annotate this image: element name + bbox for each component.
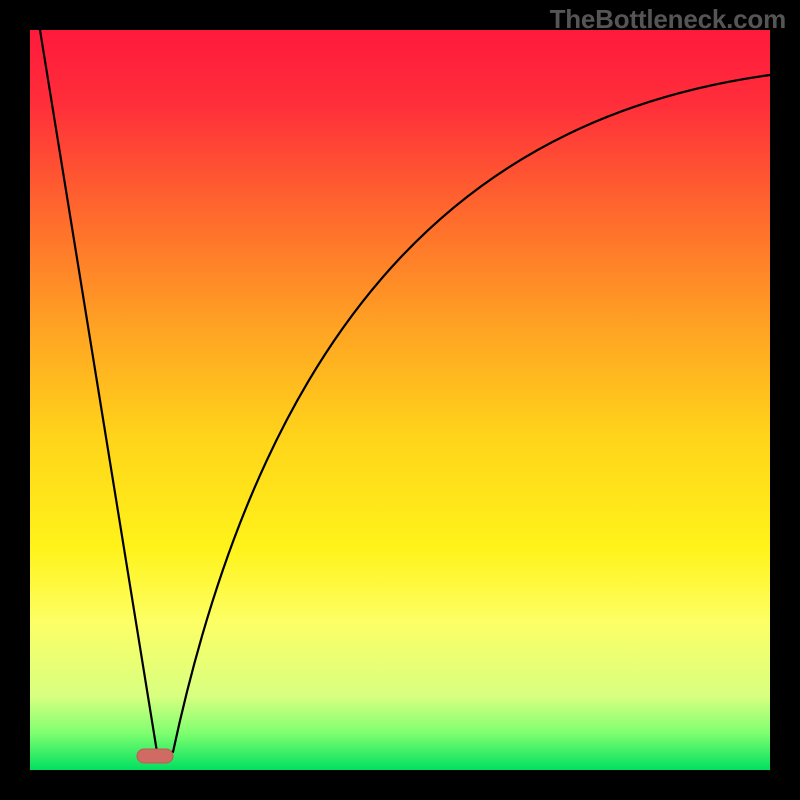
bottleneck-chart [0, 0, 800, 800]
optimal-marker [137, 749, 173, 763]
chart-container: TheBottleneck.com [0, 0, 800, 800]
watermark-text: TheBottleneck.com [550, 4, 786, 35]
